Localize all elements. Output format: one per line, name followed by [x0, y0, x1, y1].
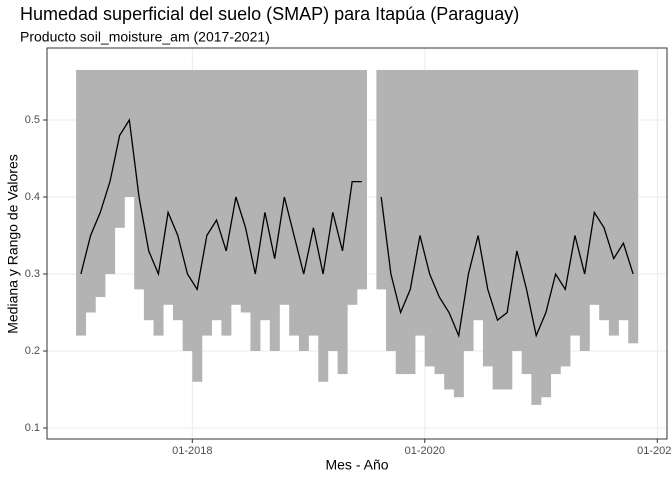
- range-band: [444, 69, 455, 390]
- range-band: [570, 69, 581, 336]
- range-band: [318, 69, 329, 382]
- y-tick-label: 0.4: [25, 191, 40, 203]
- range-band: [114, 69, 125, 228]
- range-band: [453, 69, 464, 398]
- range-band: [231, 69, 242, 305]
- range-band: [124, 69, 135, 197]
- range-band: [628, 69, 639, 344]
- range-band: [618, 69, 629, 321]
- range-band: [560, 69, 571, 367]
- range-band: [492, 69, 503, 390]
- range-band: [298, 69, 309, 351]
- range-band: [357, 69, 367, 290]
- range-band: [211, 69, 222, 321]
- range-band: [192, 69, 203, 382]
- range-band: [279, 69, 290, 305]
- range-band: [579, 69, 590, 351]
- range-band: [521, 69, 532, 375]
- range-band: [502, 69, 513, 390]
- median-line: [80, 118, 362, 292]
- y-tick-label: 0.3: [25, 268, 40, 280]
- range-band: [134, 69, 145, 290]
- range-band: [163, 69, 174, 305]
- y-tick-label: 0.2: [25, 345, 40, 357]
- range-band: [482, 69, 493, 367]
- median-line: [380, 196, 634, 338]
- range-band: [240, 69, 251, 313]
- range-band: [172, 69, 183, 321]
- x-axis-label: Mes - Año: [325, 457, 388, 473]
- chart-title: Humedad superficial del suelo (SMAP) par…: [20, 4, 519, 24]
- range-band: [386, 69, 397, 351]
- range-band: [85, 69, 96, 313]
- x-tick-label: 01-2020: [405, 445, 445, 457]
- range-band: [434, 69, 445, 375]
- range-band: [153, 69, 164, 336]
- range-band: [95, 69, 106, 298]
- range-band: [337, 69, 348, 375]
- range-band: [473, 69, 484, 321]
- range-band: [395, 69, 406, 375]
- y-tick-label: 0.1: [25, 422, 40, 434]
- plot-border: [46, 47, 668, 440]
- range-band: [182, 69, 193, 351]
- range-band: [405, 69, 416, 375]
- range-band: [376, 69, 387, 290]
- range-band: [531, 69, 542, 405]
- range-band: [327, 69, 338, 351]
- y-axis-label: Mediana y Rango de Valores: [5, 154, 21, 334]
- range-band: [289, 69, 300, 336]
- x-tick-label: 01-2018: [172, 445, 212, 457]
- range-band: [608, 69, 619, 336]
- range-band: [415, 69, 426, 336]
- range-band: [143, 69, 154, 321]
- range-band: [347, 69, 358, 305]
- range-band: [250, 69, 261, 351]
- range-band: [221, 69, 232, 336]
- range-band: [269, 69, 280, 351]
- range-band: [599, 69, 610, 321]
- chart-subtitle: Producto soil_moisture_am (2017-2021): [20, 29, 270, 45]
- range-band: [589, 69, 600, 305]
- range-band: [260, 69, 271, 321]
- range-band: [512, 69, 522, 351]
- range-band: [424, 69, 435, 367]
- range-band: [541, 69, 552, 398]
- range-band: [550, 69, 561, 375]
- range-band: [308, 69, 319, 336]
- range-band: [463, 69, 474, 351]
- x-tick-label: 01-2022: [637, 445, 672, 457]
- y-tick-label: 0.5: [25, 114, 40, 126]
- range-band: [76, 69, 87, 336]
- range-band: [105, 69, 116, 274]
- range-band: [202, 69, 212, 336]
